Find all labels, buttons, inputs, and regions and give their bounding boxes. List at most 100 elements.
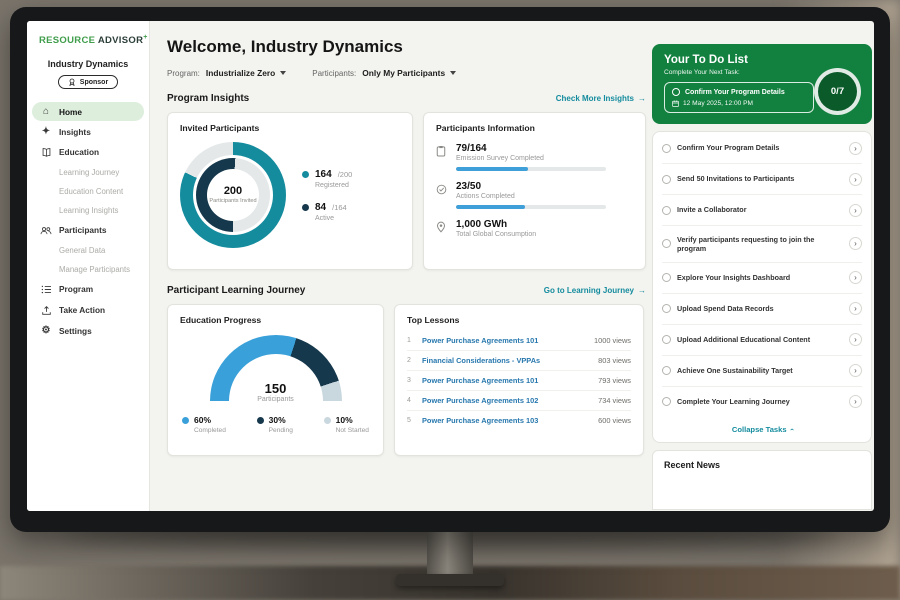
- registered-total: /200: [337, 169, 353, 179]
- active-total: /164: [332, 202, 347, 212]
- sidebar-item-education[interactable]: Education: [32, 142, 144, 162]
- sidebar-item-education-content[interactable]: Education Content: [59, 186, 124, 196]
- page-title: Welcome, Industry Dynamics: [167, 37, 403, 56]
- sidebar-item-learning-insights[interactable]: Learning Insights: [59, 205, 119, 215]
- insights-icon: ✦: [41, 125, 51, 137]
- task-checkbox[interactable]: [662, 273, 671, 283]
- legend-not-started: 10% Not Started: [323, 415, 369, 434]
- collapse-label: Collapse Tasks: [731, 424, 787, 434]
- lesson-row[interactable]: 3 Power Purchase Agreements 101 793 view…: [407, 371, 631, 391]
- education-legend: 60% Completed 30% Pending 10% Not Starte…: [180, 415, 371, 434]
- task-list: Confirm Your Program Details › Send 50 I…: [652, 131, 872, 443]
- participants-filter-value: Only My Participants: [362, 68, 446, 78]
- task-row[interactable]: Verify participants requesting to join t…: [662, 226, 862, 263]
- lesson-row[interactable]: 2 Financial Considerations - VPPAs 803 v…: [407, 351, 631, 371]
- next-task-box[interactable]: Confirm Your Program Details 12 May 2025…: [664, 82, 814, 113]
- task-row[interactable]: Send 50 Invitations to Participants ›: [662, 164, 862, 195]
- link-label: Check More Insights: [555, 94, 634, 103]
- recent-news-title[interactable]: Recent News: [664, 459, 721, 470]
- arrow-right-icon: →: [638, 94, 646, 103]
- legend-registered: 164/200 Registered: [302, 169, 352, 189]
- todo-progress-ring: 0/7: [814, 68, 861, 115]
- task-checkbox[interactable]: [662, 174, 671, 184]
- stat-progress-track: [456, 205, 606, 209]
- lesson-rank: 5: [407, 417, 411, 424]
- stat-progress-fill: [456, 167, 528, 171]
- stat-label: Emission Survey Completed: [456, 155, 544, 162]
- task-row[interactable]: Explore Your Insights Dashboard ›: [662, 263, 862, 294]
- task-row[interactable]: Invite a Collaborator ›: [662, 195, 862, 226]
- task-checkbox[interactable]: [662, 397, 671, 407]
- task-row[interactable]: Complete Your Learning Journey ›: [662, 387, 862, 417]
- collapse-tasks-button[interactable]: Collapse Tasks›: [662, 417, 862, 441]
- donut-center-value: 200: [223, 184, 243, 197]
- todo-progress-value: 0/7: [830, 86, 845, 97]
- program-filter-dropdown[interactable]: Industrialize Zero: [206, 68, 287, 78]
- monitor-stand-neck: [427, 528, 473, 578]
- gauge-center: 150 Participants: [210, 381, 342, 403]
- task-checkbox[interactable]: [662, 239, 671, 249]
- task-checkbox[interactable]: [662, 304, 671, 314]
- sidebar-item-insights[interactable]: ✦ Insights: [32, 122, 144, 141]
- task-checkbox[interactable]: [662, 335, 671, 345]
- check-more-insights-link[interactable]: Check More Insights →: [556, 94, 646, 103]
- monitor-bezel: RESOURCE ADVISOR+ Industry Dynamics Spon…: [10, 7, 890, 532]
- task-row[interactable]: Upload Spend Data Records ›: [662, 294, 862, 325]
- actions-check-icon: [436, 181, 448, 209]
- stat-value: 23/50: [456, 181, 482, 192]
- go-to-learning-journey-link[interactable]: Go to Learning Journey →: [544, 286, 646, 295]
- chevron-right-icon: ›: [849, 237, 862, 251]
- lesson-row[interactable]: 5 Power Purchase Agreements 103 600 view…: [407, 411, 631, 430]
- lesson-link[interactable]: Power Purchase Agreements 102: [422, 396, 539, 405]
- sidebar-item-general-data[interactable]: General Data: [59, 245, 106, 255]
- lesson-views: 793 views: [598, 376, 631, 385]
- task-row[interactable]: Upload Additional Educational Content ›: [662, 325, 862, 356]
- chevron-right-icon: ›: [849, 203, 862, 217]
- participants-filter-dropdown[interactable]: Only My Participants: [362, 68, 457, 78]
- invited-card-title: Invited Participants: [180, 123, 260, 133]
- todo-title: Your To Do List: [664, 54, 748, 66]
- filters-bar: Program: Industrialize Zero Participants…: [167, 68, 646, 78]
- task-label: Complete Your Learning Journey: [677, 397, 790, 407]
- sidebar-item-label: Home: [59, 106, 83, 117]
- next-task-checkbox[interactable]: [672, 88, 680, 96]
- lesson-row[interactable]: 4 Power Purchase Agreements 102 734 view…: [407, 391, 631, 411]
- task-row[interactable]: Achieve One Sustainability Target ›: [662, 356, 862, 387]
- lesson-link[interactable]: Power Purchase Agreements 103: [422, 416, 539, 425]
- logo-part1: RESOURCE: [39, 35, 96, 47]
- task-checkbox[interactable]: [662, 205, 671, 215]
- lesson-link[interactable]: Power Purchase Agreements 101: [422, 336, 539, 345]
- sidebar-item-take-action[interactable]: Take Action: [32, 300, 144, 320]
- sidebar-item-manage-participants[interactable]: Manage Participants: [59, 264, 131, 274]
- lesson-link[interactable]: Financial Considerations - VPPAs: [422, 356, 541, 365]
- sidebar-item-participants[interactable]: Participants: [32, 220, 144, 240]
- insights-cards-row: Invited Participants 200 Participants In…: [167, 112, 646, 270]
- registered-dot-icon: [302, 170, 309, 178]
- task-checkbox[interactable]: [662, 143, 671, 153]
- sponsor-badge[interactable]: Sponsor: [57, 75, 119, 90]
- sidebar-item-home[interactable]: ⌂ Home: [32, 102, 144, 122]
- education-progress-gauge: 150 Participants: [209, 335, 342, 403]
- program-filter-label: Program:: [167, 68, 200, 78]
- sidebar-item-program[interactable]: Program: [32, 279, 144, 299]
- chevron-right-icon: ›: [849, 141, 862, 155]
- lesson-link[interactable]: Power Purchase Agreements 101: [422, 376, 539, 385]
- sidebar-nav: ⌂ Home ✦ Insights Education Learning Jou…: [27, 102, 149, 340]
- logo-plus: +: [143, 34, 148, 41]
- completed-dot-icon: [182, 416, 189, 424]
- sidebar: RESOURCE ADVISOR+ Industry Dynamics Spon…: [27, 21, 150, 511]
- chevron-down-icon: [450, 71, 457, 75]
- sidebar-item-settings[interactable]: ⚙ Settings: [32, 321, 144, 340]
- chevron-right-icon: ›: [849, 271, 862, 285]
- lesson-row[interactable]: 1 Power Purchase Agreements 101 1000 vie…: [407, 331, 631, 351]
- lesson-rank: 2: [407, 357, 411, 364]
- task-label: Confirm Your Program Details: [677, 143, 780, 153]
- sponsor-badge-icon: [69, 78, 75, 87]
- task-row[interactable]: Confirm Your Program Details ›: [662, 133, 862, 164]
- task-checkbox[interactable]: [662, 366, 671, 376]
- registered-value: 164: [315, 168, 332, 180]
- active-label: Active: [315, 214, 335, 222]
- sidebar-item-label: Program: [59, 284, 94, 295]
- todo-subtitle: Complete Your Next Task:: [664, 69, 740, 76]
- sidebar-item-learning-journey[interactable]: Learning Journey: [59, 167, 120, 177]
